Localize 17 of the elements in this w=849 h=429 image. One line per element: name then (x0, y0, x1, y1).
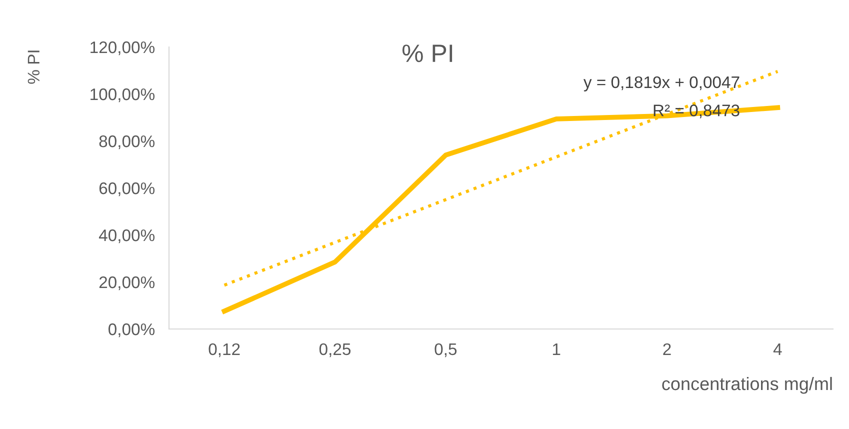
x-tick-label: 0,5 (434, 343, 457, 358)
x-tick-label: 4 (773, 344, 782, 355)
x-tick-label: 0,25 (319, 343, 351, 358)
y-tick-label: 100,00% (90, 88, 155, 102)
y-tick-label: 80,00% (99, 135, 155, 150)
y-tick-label: 60,00% (99, 182, 155, 196)
x-tick-label: 1 (552, 344, 560, 355)
chart-title: % PI (402, 44, 452, 62)
x-axis-title: concentrations mg/ml (662, 376, 832, 394)
y-tick-label: 40,00% (98, 229, 155, 244)
y-axis-title: % PI (28, 50, 40, 84)
y-tick-label: 120,00% (90, 41, 155, 56)
y-tick-label: 0,00% (108, 323, 155, 338)
annotation: y = 0,1819x + 0,0047 (583, 76, 740, 92)
y-tick-label: 20,00% (99, 276, 155, 290)
x-tick-label: 0,12 (208, 343, 240, 358)
x-tick-label: 2 (663, 343, 671, 355)
